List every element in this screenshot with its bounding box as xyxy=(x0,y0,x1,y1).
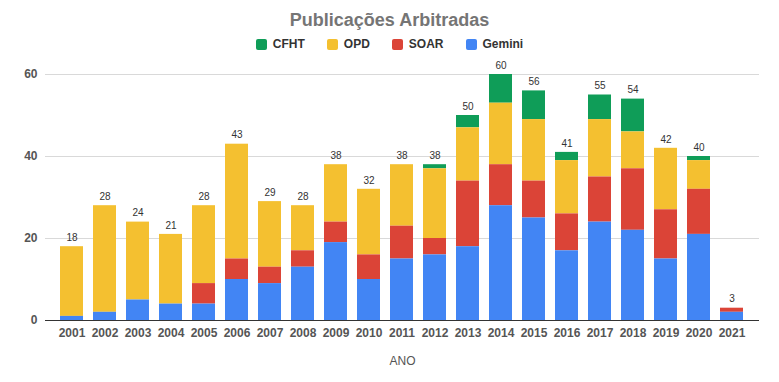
svg-text:42: 42 xyxy=(660,134,672,145)
svg-text:2019: 2019 xyxy=(653,326,680,340)
svg-text:20: 20 xyxy=(24,231,38,245)
svg-text:38: 38 xyxy=(396,150,408,161)
svg-text:2009: 2009 xyxy=(323,326,350,340)
svg-text:2007: 2007 xyxy=(257,326,284,340)
svg-text:ANO: ANO xyxy=(389,354,415,368)
svg-text:55: 55 xyxy=(594,80,606,91)
svg-text:50: 50 xyxy=(462,101,474,112)
svg-text:2005: 2005 xyxy=(191,326,218,340)
svg-text:40: 40 xyxy=(693,142,705,153)
svg-text:3: 3 xyxy=(729,293,735,304)
svg-text:0: 0 xyxy=(31,313,38,327)
svg-text:2017: 2017 xyxy=(587,326,614,340)
svg-text:2001: 2001 xyxy=(59,326,86,340)
svg-text:54: 54 xyxy=(627,84,639,95)
svg-text:2006: 2006 xyxy=(224,326,251,340)
svg-text:2018: 2018 xyxy=(620,326,647,340)
html-text:Publicações Arbitradas: Publicações Arbitradas xyxy=(289,10,490,30)
svg-text:2013: 2013 xyxy=(455,326,482,340)
html-text:OPD: OPD xyxy=(343,37,370,51)
svg-text:24: 24 xyxy=(132,207,144,218)
svg-text:28: 28 xyxy=(99,191,111,202)
svg-text:29: 29 xyxy=(264,187,276,198)
svg-text:2011: 2011 xyxy=(389,326,415,340)
svg-text:60: 60 xyxy=(24,67,38,81)
svg-text:28: 28 xyxy=(198,191,210,202)
svg-text:38: 38 xyxy=(429,150,441,161)
svg-text:2012: 2012 xyxy=(422,326,449,340)
html-text:SOAR: SOAR xyxy=(408,37,444,51)
svg-text:2020: 2020 xyxy=(686,326,713,340)
html-text:CFHT: CFHT xyxy=(272,37,305,51)
svg-text:21: 21 xyxy=(165,220,177,231)
svg-text:18: 18 xyxy=(66,232,78,243)
svg-text:2010: 2010 xyxy=(356,326,383,340)
svg-text:2015: 2015 xyxy=(521,326,548,340)
svg-text:2016: 2016 xyxy=(554,326,581,340)
svg-text:2021: 2021 xyxy=(719,326,746,340)
html-text:Gemini: Gemini xyxy=(482,37,524,51)
svg-text:2014: 2014 xyxy=(488,326,515,340)
svg-text:43: 43 xyxy=(231,129,243,140)
svg-text:2002: 2002 xyxy=(92,326,119,340)
svg-text:60: 60 xyxy=(495,60,507,71)
svg-text:38: 38 xyxy=(330,150,342,161)
svg-text:2008: 2008 xyxy=(290,326,317,340)
svg-text:28: 28 xyxy=(297,191,309,202)
svg-text:2004: 2004 xyxy=(158,326,185,340)
svg-text:40: 40 xyxy=(24,149,38,163)
svg-text:2003: 2003 xyxy=(125,326,152,340)
svg-text:56: 56 xyxy=(528,76,540,87)
svg-text:41: 41 xyxy=(561,138,573,149)
svg-text:32: 32 xyxy=(363,175,375,186)
